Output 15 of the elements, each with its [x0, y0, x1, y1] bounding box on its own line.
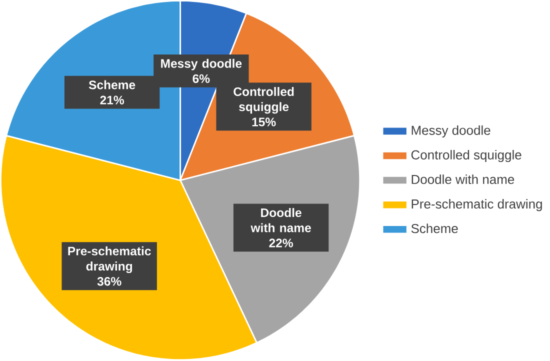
slice-label: Scheme	[88, 80, 136, 90]
data-label: 22%	[269, 238, 293, 248]
data-label: 21%	[100, 96, 124, 105]
legend-label: Messy doodle	[412, 126, 490, 138]
data-label: 6%	[192, 74, 210, 84]
legend-label: Controlled squiggle	[411, 150, 522, 162]
legend-label: Pre-schematic drawing	[412, 199, 542, 212]
slice-label: Pre-schematic drawing	[68, 246, 151, 274]
slice-label: Messy doodle	[161, 59, 242, 70]
data-label: 15%	[252, 118, 276, 127]
legend-label: Scheme	[411, 224, 458, 234]
data-label: 36%	[97, 277, 122, 286]
slice-label: Doodle with name	[250, 208, 311, 232]
slice-label: Controlled squiggle	[234, 87, 294, 114]
legend-label: Doodle with name	[412, 174, 514, 184]
